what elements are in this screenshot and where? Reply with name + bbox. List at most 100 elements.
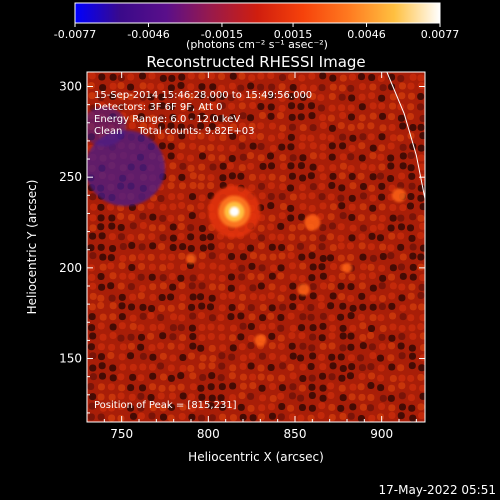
texture-pixel [409, 273, 417, 281]
texture-pixel [309, 333, 317, 341]
texture-pixel [189, 193, 197, 201]
texture-pixel [98, 372, 106, 380]
texture-pixel [229, 344, 237, 352]
texture-pixel [309, 152, 317, 160]
texture-pixel [128, 122, 136, 130]
texture-pixel [329, 292, 337, 300]
texture-pixel [407, 164, 415, 172]
texture-pixel [219, 253, 227, 261]
texture-pixel [348, 393, 356, 401]
texture-pixel [148, 273, 156, 281]
texture-pixel [347, 412, 355, 420]
texture-pixel [159, 74, 167, 82]
image-area [87, 72, 425, 422]
texture-pixel [317, 164, 325, 172]
texture-pixel [288, 332, 296, 340]
texture-pixel [198, 252, 206, 260]
texture-pixel [167, 304, 175, 312]
texture-pixel [177, 274, 185, 282]
texture-pixel [417, 93, 425, 101]
texture-pixel [328, 142, 336, 150]
texture-pixel [257, 364, 265, 372]
info-method-counts: Clean Total counts: 9.82E+03 [94, 126, 254, 137]
texture-pixel [199, 104, 207, 112]
texture-pixel [258, 352, 266, 360]
texture-pixel [207, 383, 215, 391]
texture-pixel [108, 343, 116, 351]
texture-pixel [269, 253, 277, 261]
texture-pixel [288, 113, 296, 121]
texture-pixel [347, 153, 355, 161]
texture-pixel [309, 124, 317, 132]
texture-pixel [158, 93, 166, 101]
texture-pixel [237, 312, 245, 320]
texture-pixel [408, 234, 416, 242]
texture-pixel [388, 384, 396, 392]
texture-pixel [187, 244, 195, 252]
texture-pixel [299, 313, 307, 321]
texture-pixel [327, 254, 335, 262]
texture-pixel [247, 82, 255, 90]
texture-pixel [157, 194, 165, 202]
texture-pixel [189, 182, 197, 190]
texture-pixel [98, 362, 106, 370]
texture-pixel [268, 352, 276, 360]
texture-pixel [318, 263, 326, 271]
texture-pixel [139, 363, 147, 371]
texture-pixel [319, 143, 327, 151]
texture-pixel [299, 84, 307, 92]
texture-pixel [377, 172, 385, 180]
colorbar-tick-label: 0.0046 [347, 28, 386, 41]
texture-pixel [167, 262, 175, 270]
texture-pixel [358, 292, 366, 300]
texture-pixel [268, 122, 276, 130]
texture-pixel [308, 383, 316, 391]
texture-pixel [198, 194, 206, 202]
texture-pixel [277, 392, 285, 400]
texture-pixel [218, 73, 226, 81]
texture-pixel [309, 142, 317, 150]
texture-pixel [349, 304, 357, 312]
texture-pixel [97, 353, 105, 361]
texture-pixel [268, 412, 276, 420]
texture-pixel [299, 124, 307, 132]
texture-pixel [369, 144, 377, 152]
texture-pixel [289, 383, 297, 391]
texture-pixel [367, 404, 375, 412]
texture-pixel [388, 113, 396, 121]
texture-pixel [129, 114, 137, 122]
texture-pixel [278, 192, 286, 200]
texture-pixel [308, 252, 316, 260]
texture-pixel [249, 93, 257, 101]
texture-pixel [388, 124, 396, 132]
texture-pixel [148, 224, 156, 232]
texture-pixel [257, 72, 265, 80]
texture-pixel [398, 403, 406, 411]
texture-pixel [188, 324, 196, 332]
texture-pixel [177, 383, 185, 391]
texture-pixel [279, 362, 287, 370]
texture-pixel [328, 314, 336, 322]
texture-pixel [318, 353, 326, 361]
texture-pixel [278, 104, 286, 112]
texture-pixel [198, 362, 206, 370]
texture-pixel [368, 343, 376, 351]
texture-pixel [279, 73, 287, 81]
texture-pixel [328, 153, 336, 161]
texture-pixel [339, 112, 347, 120]
texture-pixel [297, 113, 305, 121]
x-tick-label: 800 [197, 427, 220, 441]
texture-pixel [308, 274, 316, 282]
texture-pixel [169, 283, 177, 291]
texture-pixel [258, 192, 266, 200]
texture-pixel [409, 252, 417, 260]
texture-pixel [407, 152, 415, 160]
texture-pixel [218, 154, 226, 162]
texture-pixel [117, 223, 125, 231]
texture-pixel [148, 233, 156, 241]
texture-pixel [199, 374, 207, 382]
texture-pixel [139, 82, 147, 90]
texture-pixel [129, 323, 137, 331]
texture-pixel [99, 333, 107, 341]
texture-pixel [109, 374, 117, 382]
